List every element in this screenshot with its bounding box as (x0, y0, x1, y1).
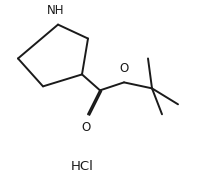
Text: HCl: HCl (70, 160, 93, 173)
Text: O: O (119, 62, 129, 75)
Text: O: O (81, 121, 91, 134)
Text: NH: NH (47, 4, 65, 17)
